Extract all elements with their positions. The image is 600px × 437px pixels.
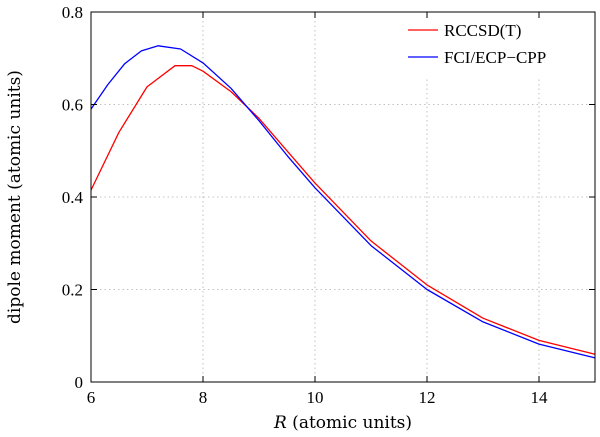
legend-label-0: RCCSD(T): [444, 21, 521, 40]
y-tick-label: 0.8: [62, 3, 83, 22]
series-layer: [90, 45, 596, 359]
x-tick-label: 10: [307, 388, 324, 407]
x-axis-title: R (atomic units): [273, 413, 412, 433]
axis-ticks: 6 8 10 12 14 0 0.2 0.4 0.6 0.8: [62, 3, 595, 407]
y-tick-label: 0.6: [62, 96, 83, 115]
x-tick-label: 12: [419, 388, 436, 407]
series-line-0: [90, 65, 596, 355]
grid-lines: [91, 12, 595, 382]
y-tick-label: 0.4: [62, 188, 84, 207]
x-tick-label: 14: [531, 388, 549, 407]
legend: RCCSD(T) FCI/ECP−CPP: [398, 18, 590, 78]
legend-label-1: FCI/ECP−CPP: [444, 48, 546, 67]
y-tick-label: 0: [75, 373, 84, 392]
y-axis-title: dipole moment (atomic units): [5, 70, 25, 324]
legend-box: [398, 18, 590, 78]
x-tick-label: 6: [87, 388, 96, 407]
y-tick-label: 0.2: [62, 281, 83, 300]
x-tick-label: 8: [199, 388, 208, 407]
series-line-1: [90, 45, 596, 359]
